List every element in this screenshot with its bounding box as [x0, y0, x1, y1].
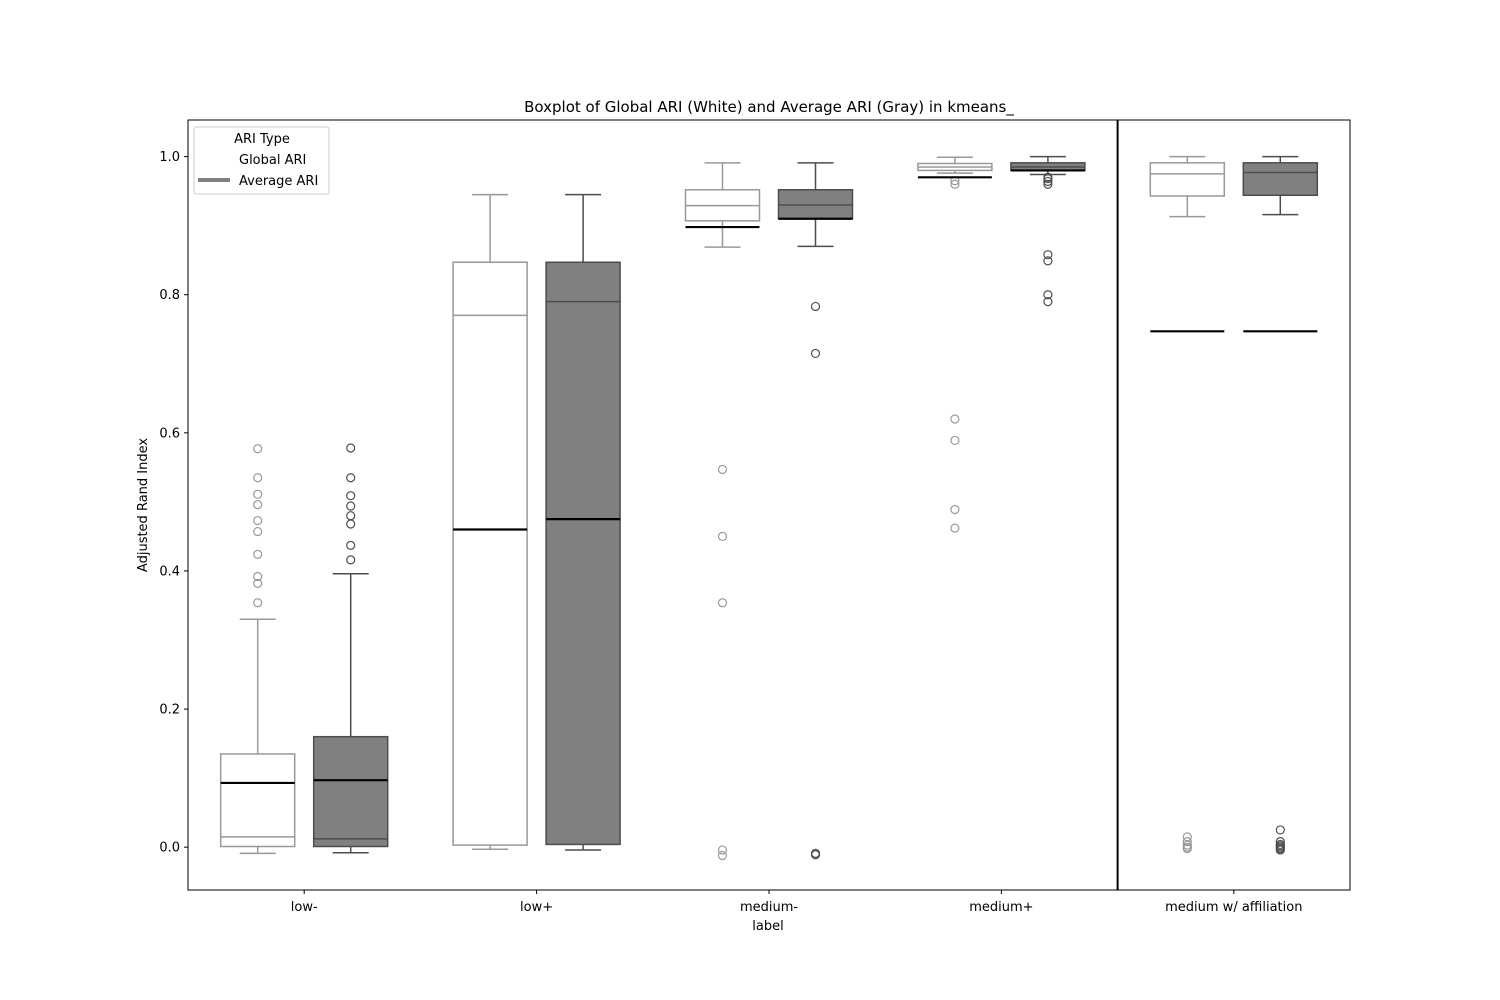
- box-average-ari-medium-w-affiliation: [1242, 155, 1319, 855]
- legend-label-global-ari: Global ARI: [239, 153, 306, 168]
- box-average-ari-medium-outlier-2: [1043, 256, 1053, 266]
- box-global-ari-medium-w-affiliation-outlier-3: [1182, 837, 1192, 847]
- box-global-ari-medium-w-affiliation-iqr: [1149, 162, 1226, 197]
- box-average-ari-medium-outlier-0: [1043, 297, 1053, 307]
- box-average-ari-low-outlier-1: [346, 540, 356, 550]
- box-average-ari-low-outlier-0: [346, 555, 356, 565]
- box-global-ari-low-outlier-3: [253, 549, 263, 559]
- box-average-ari-low-outlier-6: [346, 473, 356, 483]
- box-global-ari-medium-outlier-0: [717, 850, 728, 861]
- box-average-ari-medium-w-affiliation-iqr: [1242, 162, 1319, 197]
- chart-title: Boxplot of Global ARI (White) and Averag…: [524, 98, 1014, 117]
- box-global-ari-low-outlier-6: [253, 500, 263, 510]
- legend-title: ARI Type: [234, 132, 290, 147]
- box-average-ari-medium-w-affiliation-outlier-6: [1275, 825, 1285, 835]
- box-global-ari-medium: [917, 156, 993, 533]
- box-global-ari-low-outlier-9: [253, 444, 263, 454]
- x-tick-label-medium-w-affiliation: medium w/ affiliation: [1165, 900, 1302, 915]
- box-global-ari-low-outlier-2: [253, 571, 263, 582]
- x-tick-label-medium: medium-: [740, 900, 798, 915]
- box-global-ari-medium-outlier-0: [950, 523, 960, 533]
- box-global-ari-medium: [684, 162, 761, 861]
- series-global-ari: [219, 155, 1226, 861]
- y-tick-label-1: 0.2: [159, 703, 180, 718]
- box-average-ari-low-outlier-7: [346, 443, 356, 453]
- box-average-ari-low-iqr: [545, 261, 621, 846]
- legend-box: [193, 126, 330, 195]
- plot-area: [219, 155, 1319, 861]
- y-tick-label-4: 0.8: [159, 288, 180, 303]
- y-tick-label-3: 0.6: [159, 426, 180, 441]
- box-global-ari-low-outlier-0: [253, 598, 263, 608]
- box-global-ari-medium-outlier-4: [950, 179, 960, 189]
- legend: ARI Type Global ARI Average ARI: [193, 126, 330, 195]
- box-average-ari-low-outlier-5: [346, 491, 356, 501]
- box-global-ari-medium-w-affiliation-outlier-4: [1182, 832, 1192, 842]
- legend-label-average-ari: Average ARI: [239, 174, 318, 189]
- box-global-ari-low-outlier-8: [253, 473, 263, 483]
- box-average-ari-medium-outlier-1: [1043, 290, 1053, 300]
- box-average-ari-medium-outlier-7: [1043, 172, 1053, 182]
- box-global-ari-low-outlier-5: [253, 515, 263, 526]
- box-global-ari-medium-outlier-2: [950, 435, 960, 446]
- box-average-ari-low-outlier-2: [346, 519, 356, 529]
- x-tick-label-low: low-: [291, 900, 318, 915]
- box-global-ari-low-outlier-1: [253, 578, 263, 588]
- box-global-ari-low-outlier-7: [253, 489, 263, 499]
- box-average-ari-medium-outlier-5: [1043, 176, 1053, 187]
- series-average-ari: [312, 155, 1319, 860]
- box-global-ari-low-iqr: [219, 753, 296, 848]
- box-average-ari-medium-outlier-2: [810, 348, 821, 359]
- x-tick-label-low: low+: [520, 900, 553, 915]
- box-average-ari-medium-outlier-4: [1043, 179, 1053, 189]
- box-global-ari-medium-outlier-1: [950, 504, 960, 515]
- box-global-ari-low-outlier-4: [253, 526, 263, 537]
- box-average-ari-medium-outlier-1: [810, 848, 821, 858]
- box-global-ari-low: [219, 444, 296, 855]
- box-average-ari-low: [545, 193, 621, 851]
- box-average-ari-low-outlier-3: [346, 511, 356, 521]
- box-global-ari-low: [452, 193, 528, 851]
- y-tick-label-5: 1.0: [159, 150, 180, 165]
- box-average-ari-medium-w-affiliation-outlier-4: [1275, 839, 1285, 850]
- y-axis-label: Adjusted Rand Index: [136, 438, 151, 572]
- box-average-ari-medium: [777, 162, 854, 860]
- box-average-ari-medium-w-affiliation-outlier-5: [1275, 837, 1285, 847]
- box-average-ari-medium: [1010, 155, 1086, 307]
- box-global-ari-medium-outlier-3: [717, 531, 728, 542]
- box-global-ari-medium-outlier-3: [950, 414, 960, 424]
- box-global-ari-low-iqr: [452, 261, 528, 846]
- box-global-ari-medium-outlier-2: [717, 598, 728, 608]
- y-tick-label-0: 0.0: [159, 841, 180, 856]
- box-global-ari-medium-w-affiliation: [1149, 155, 1226, 854]
- x-tick-label-medium: medium+: [969, 900, 1033, 915]
- box-global-ari-medium-outlier-4: [717, 464, 728, 475]
- y-tick-label-2: 0.4: [159, 564, 180, 579]
- box-average-ari-low-outlier-4: [346, 501, 356, 511]
- box-average-ari-medium-outlier-3: [810, 301, 821, 312]
- box-global-ari-medium-outlier-1: [717, 845, 728, 855]
- box-average-ari-low: [312, 443, 389, 854]
- box-average-ari-medium-outlier-3: [1043, 250, 1053, 260]
- x-axis-label: label: [752, 919, 783, 934]
- box-average-ari-low-iqr: [312, 735, 389, 848]
